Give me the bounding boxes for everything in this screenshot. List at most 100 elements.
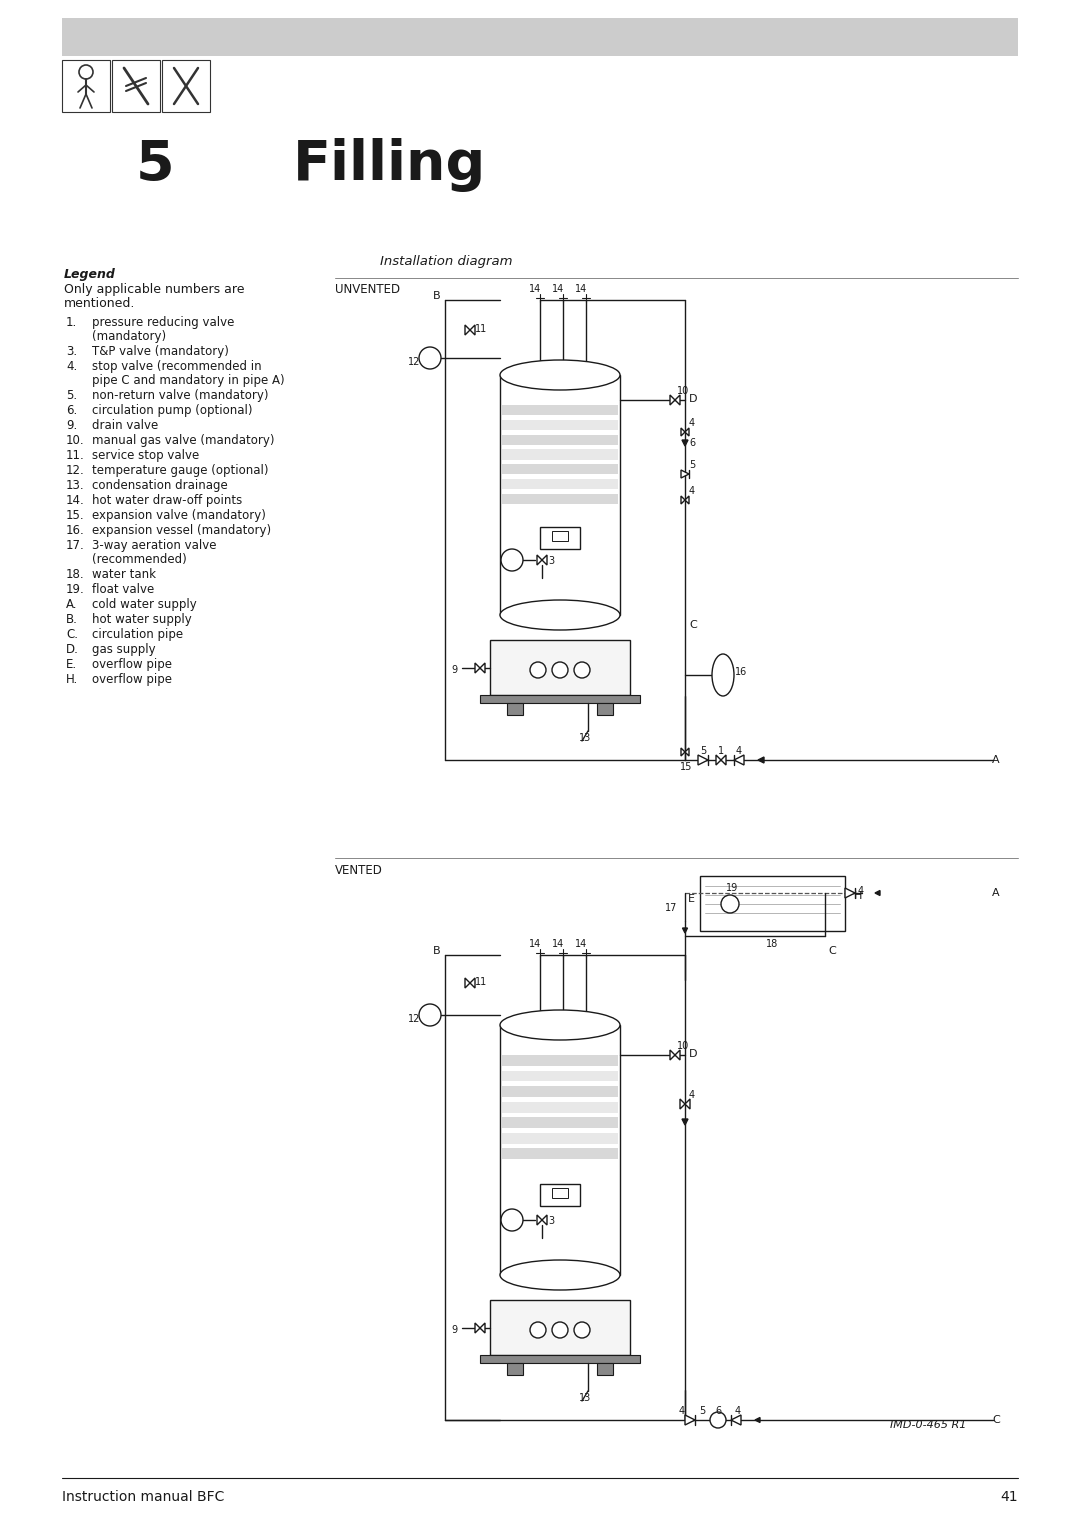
Text: overflow pipe: overflow pipe [92, 672, 172, 686]
Bar [540, 527, 580, 550]
Bar [507, 1363, 523, 1375]
Circle shape [573, 1322, 590, 1339]
Text: 3: 3 [548, 556, 554, 565]
Text: 3: 3 [548, 1216, 554, 1225]
Circle shape [573, 662, 590, 678]
Text: 5: 5 [699, 1406, 705, 1416]
Text: cold water supply: cold water supply [92, 597, 197, 611]
Text: 19: 19 [726, 883, 739, 892]
Ellipse shape [500, 361, 620, 390]
Circle shape [710, 1412, 726, 1429]
Text: Only applicable numbers are: Only applicable numbers are [64, 283, 244, 296]
Text: Legend: Legend [64, 267, 116, 281]
Polygon shape [537, 555, 546, 565]
Text: 12: 12 [407, 358, 420, 367]
Text: float valve: float valve [92, 584, 154, 596]
Polygon shape [475, 663, 485, 672]
Text: 1: 1 [718, 746, 724, 756]
Text: 4.: 4. [66, 361, 78, 373]
Polygon shape [475, 1323, 485, 1332]
Polygon shape [758, 756, 764, 762]
Text: C: C [828, 946, 836, 957]
Bar [502, 1149, 618, 1160]
Text: 12.: 12. [66, 465, 84, 477]
Bar [480, 695, 640, 703]
Text: circulation pipe: circulation pipe [92, 628, 184, 642]
Text: manual gas valve (mandatory): manual gas valve (mandatory) [92, 434, 274, 448]
Polygon shape [683, 927, 688, 934]
Text: 4: 4 [689, 486, 696, 497]
Text: D: D [689, 1050, 698, 1059]
Bar [502, 1086, 618, 1097]
Text: Installation diagram: Installation diagram [380, 255, 513, 267]
Bar [502, 1117, 618, 1128]
Text: 17: 17 [664, 903, 677, 914]
Bar [700, 876, 845, 931]
Text: 14: 14 [575, 940, 588, 949]
Text: A: A [993, 888, 1000, 898]
Text: circulation pump (optional): circulation pump (optional) [92, 403, 253, 417]
Text: stop valve (recommended in: stop valve (recommended in [92, 361, 261, 373]
Bar [502, 1054, 618, 1067]
Text: expansion valve (mandatory): expansion valve (mandatory) [92, 509, 266, 523]
Text: 14: 14 [552, 940, 564, 949]
Text: 14: 14 [552, 284, 564, 293]
Text: 4: 4 [689, 419, 696, 428]
Polygon shape [685, 1415, 696, 1426]
Text: 14.: 14. [66, 494, 84, 507]
Text: C.: C. [66, 628, 78, 642]
Text: 11: 11 [475, 976, 487, 987]
Bar [597, 1363, 613, 1375]
Text: 19.: 19. [66, 584, 84, 596]
Circle shape [530, 1322, 546, 1339]
Text: D.: D. [66, 643, 79, 656]
Text: VENTED: VENTED [335, 863, 383, 877]
Text: T&P valve (mandatory): T&P valve (mandatory) [92, 345, 229, 358]
Text: 4: 4 [735, 746, 742, 756]
Bar [552, 532, 568, 541]
Text: pressure reducing valve: pressure reducing valve [92, 316, 234, 329]
Text: B: B [432, 946, 440, 957]
Bar [490, 1300, 630, 1355]
Polygon shape [734, 755, 744, 766]
Bar [490, 640, 630, 695]
Text: 11: 11 [475, 324, 487, 335]
Polygon shape [465, 325, 475, 335]
Text: B: B [432, 290, 440, 301]
Bar [502, 434, 618, 445]
Text: condensation drainage: condensation drainage [92, 478, 228, 492]
Circle shape [552, 662, 568, 678]
Bar [480, 1355, 640, 1363]
Text: temperature gauge (optional): temperature gauge (optional) [92, 465, 269, 477]
Text: gas supply: gas supply [92, 643, 156, 656]
Polygon shape [681, 497, 689, 504]
Text: 4: 4 [679, 1406, 685, 1416]
Text: 14: 14 [575, 284, 588, 293]
Text: Instruction manual BFC: Instruction manual BFC [62, 1490, 225, 1504]
Polygon shape [681, 440, 688, 446]
Polygon shape [681, 749, 689, 756]
Text: (recommended): (recommended) [92, 553, 187, 565]
Text: 5: 5 [700, 746, 706, 756]
Text: 17.: 17. [66, 539, 84, 552]
Bar [502, 1132, 618, 1144]
Text: 1.: 1. [66, 316, 78, 329]
Polygon shape [755, 1418, 760, 1423]
Text: 12: 12 [407, 1015, 420, 1024]
Bar [500, 374, 620, 614]
Bar [500, 1025, 620, 1274]
Text: 3-way aeration valve: 3-way aeration valve [92, 539, 216, 552]
Text: 10: 10 [677, 387, 689, 396]
Text: 16.: 16. [66, 524, 84, 536]
Ellipse shape [500, 1010, 620, 1041]
Text: 18.: 18. [66, 568, 84, 581]
Text: 4: 4 [734, 1406, 741, 1416]
Polygon shape [681, 1118, 688, 1125]
Bar [112, 60, 160, 112]
Bar [552, 1187, 568, 1198]
Polygon shape [681, 471, 689, 478]
Text: pipe C and mandatory in pipe A): pipe C and mandatory in pipe A) [92, 374, 285, 387]
Text: 15: 15 [680, 762, 692, 772]
Bar [502, 478, 618, 489]
Polygon shape [716, 755, 726, 766]
